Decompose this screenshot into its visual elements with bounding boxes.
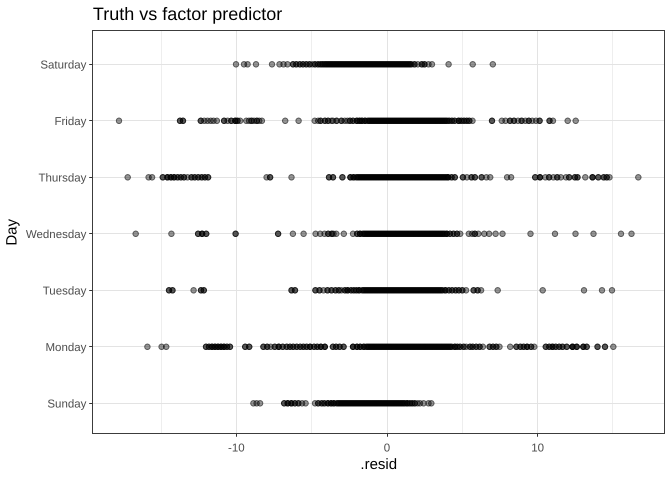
svg-text:Wednesday: Wednesday xyxy=(26,229,87,241)
svg-text:Friday: Friday xyxy=(54,116,86,128)
svg-text:Monday: Monday xyxy=(45,342,86,354)
svg-text:-10: -10 xyxy=(228,443,245,455)
svg-text:.resid: .resid xyxy=(360,456,397,473)
svg-text:0: 0 xyxy=(384,443,390,455)
svg-text:10: 10 xyxy=(531,443,544,455)
svg-text:Sunday: Sunday xyxy=(47,398,86,410)
svg-text:Thursday: Thursday xyxy=(38,172,86,184)
svg-text:Saturday: Saturday xyxy=(40,59,86,71)
svg-text:Truth vs factor predictor: Truth vs factor predictor xyxy=(93,4,282,24)
svg-text:Day: Day xyxy=(3,218,20,245)
svg-text:Tuesday: Tuesday xyxy=(43,285,87,297)
